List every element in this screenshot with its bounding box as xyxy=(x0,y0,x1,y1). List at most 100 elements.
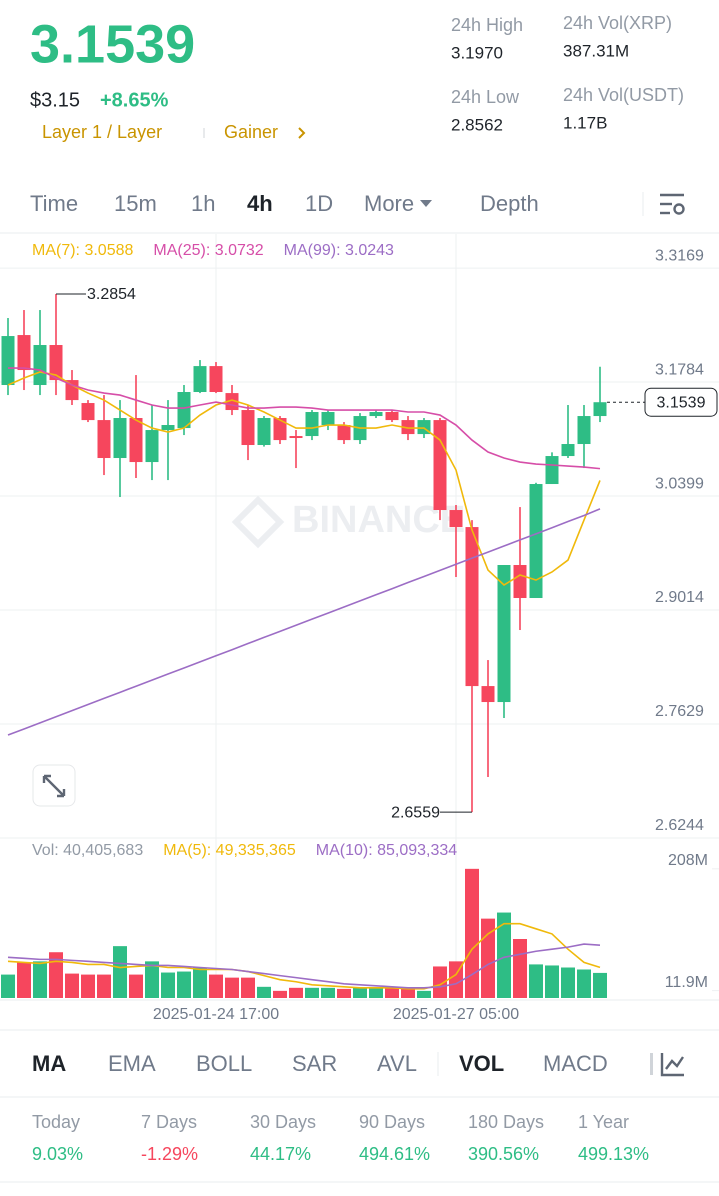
y-tick-label: 208M xyxy=(668,852,708,869)
volume-bar xyxy=(241,977,255,998)
tag[interactable]: Layer 1 / Layer xyxy=(42,122,162,142)
volume-bar xyxy=(177,971,191,998)
y-tick-label: 2.7629 xyxy=(655,703,704,720)
volume-bar xyxy=(337,988,351,998)
stat-value: 2.8562 xyxy=(451,115,503,134)
candle-body xyxy=(49,345,63,381)
tag[interactable]: Gainer xyxy=(224,122,278,142)
ma-line xyxy=(7,922,601,990)
volume-bar xyxy=(161,972,175,998)
volume-bar xyxy=(353,987,367,998)
volume-bar xyxy=(433,966,447,998)
period-label: 7 Days xyxy=(141,1112,197,1132)
x-tick-label: 2025-01-24 17:00 xyxy=(153,1006,279,1023)
chart-icon[interactable] xyxy=(660,1053,684,1077)
period-label: 30 Days xyxy=(250,1112,316,1132)
period-change: 390.56% xyxy=(468,1144,539,1164)
timeframe-tab[interactable]: 15m xyxy=(114,191,157,216)
low-marker-label: 2.6559 xyxy=(391,804,440,821)
timeframe-tab[interactable]: 1h xyxy=(191,191,215,216)
ma-line xyxy=(8,367,601,470)
y-tick-label: 2.6244 xyxy=(655,817,704,834)
y-tick-label: 3.1784 xyxy=(655,361,704,378)
candle-body xyxy=(305,412,319,437)
indicator-tab[interactable]: AVL xyxy=(377,1051,417,1076)
volume-bar xyxy=(17,962,31,998)
indicator-tab[interactable]: EMA xyxy=(108,1051,156,1076)
stat-label: 24h Vol(XRP) xyxy=(563,13,672,33)
volume-bar xyxy=(113,946,127,998)
candle-body xyxy=(433,420,447,511)
candle-body xyxy=(17,335,31,371)
volume-bar xyxy=(321,987,335,998)
indicator-tab[interactable]: VOL xyxy=(459,1051,504,1076)
period-label: 90 Days xyxy=(359,1112,425,1132)
volume-bar xyxy=(129,974,143,998)
dropdown-arrow xyxy=(420,200,432,207)
volume-bar xyxy=(593,972,607,998)
timeframe-tab[interactable]: Depth xyxy=(480,191,539,216)
volume-bar xyxy=(513,939,527,998)
volume-bar xyxy=(577,969,591,998)
volume-bar xyxy=(417,990,431,998)
change: +8.65% xyxy=(100,89,169,111)
volume-bar xyxy=(49,952,63,998)
volume-bar xyxy=(193,967,207,998)
volume-bar xyxy=(369,987,383,998)
volume-bar xyxy=(33,961,47,998)
expand-arrows xyxy=(42,774,66,798)
expand-button[interactable] xyxy=(32,764,76,807)
volume-bar xyxy=(305,987,319,998)
last-price-box xyxy=(644,387,718,417)
legend-entry: MA(7): 3.0588 xyxy=(32,242,133,259)
legend-entry: Vol: 40,405,683 xyxy=(32,842,143,859)
y-tick-label: 2.9014 xyxy=(655,589,704,606)
usd-price: $3.15 xyxy=(30,89,80,111)
volume-bar xyxy=(401,988,415,998)
volume-bar xyxy=(545,965,559,998)
settings-icon[interactable] xyxy=(660,193,685,215)
candle-body xyxy=(289,436,303,439)
stat-label: 24h Vol(USDT) xyxy=(563,85,684,105)
candle-body xyxy=(321,412,335,426)
candle-body xyxy=(385,412,399,421)
candle-body xyxy=(145,430,159,463)
period-change: 9.03% xyxy=(32,1144,83,1164)
period-label: 180 Days xyxy=(468,1112,544,1132)
candle-body xyxy=(177,392,191,429)
legend-entry: MA(10): 85,093,334 xyxy=(316,842,458,859)
performance: Today 9.03% 7 Days -1.29% 30 Days 44.17% 90 Da… xyxy=(32,1112,649,1164)
volume-bar xyxy=(561,967,575,998)
candle-body xyxy=(209,366,223,393)
candle-body xyxy=(577,416,591,445)
stat-value: 387.31M xyxy=(563,41,629,60)
candle-body xyxy=(129,418,143,463)
indicator-tab[interactable]: MA xyxy=(32,1051,66,1076)
candle-body xyxy=(497,565,511,703)
indicator-tab[interactable]: MACD xyxy=(543,1051,608,1076)
stat-label: 24h High xyxy=(451,15,523,35)
watermark-logo xyxy=(231,495,285,549)
candle-body xyxy=(273,418,287,441)
timeframe-tabs: Time 15m 1h 4h 1D More Depth xyxy=(30,191,539,216)
indicator-tab[interactable]: SAR xyxy=(292,1051,337,1076)
y-tick-label: 3.0399 xyxy=(655,475,704,492)
timeframe-tab[interactable]: 1D xyxy=(305,191,333,216)
candle-body xyxy=(113,418,127,459)
period-change: -1.29% xyxy=(141,1144,198,1164)
chart-area: 3.3169 3.1784 3.0399 2.9014 2.7629 2.6244 MA(7… xyxy=(0,234,719,1023)
timeframe-tab[interactable]: 4h xyxy=(247,191,273,216)
timeframe-tab[interactable]: More xyxy=(364,191,414,216)
tab-fade xyxy=(650,1053,653,1075)
volume-bar xyxy=(289,987,303,998)
volume-bar xyxy=(529,964,543,998)
candle-body xyxy=(65,380,79,401)
indicator-tab[interactable]: BOLL xyxy=(196,1051,252,1076)
volume-bar xyxy=(497,912,511,998)
volume-bar xyxy=(145,961,159,998)
indicator-tabs: MA EMA BOLL SAR AVL VOL MACD xyxy=(32,1051,608,1076)
volume-bar xyxy=(81,974,95,998)
timeframe-tab[interactable]: Time xyxy=(30,191,78,216)
